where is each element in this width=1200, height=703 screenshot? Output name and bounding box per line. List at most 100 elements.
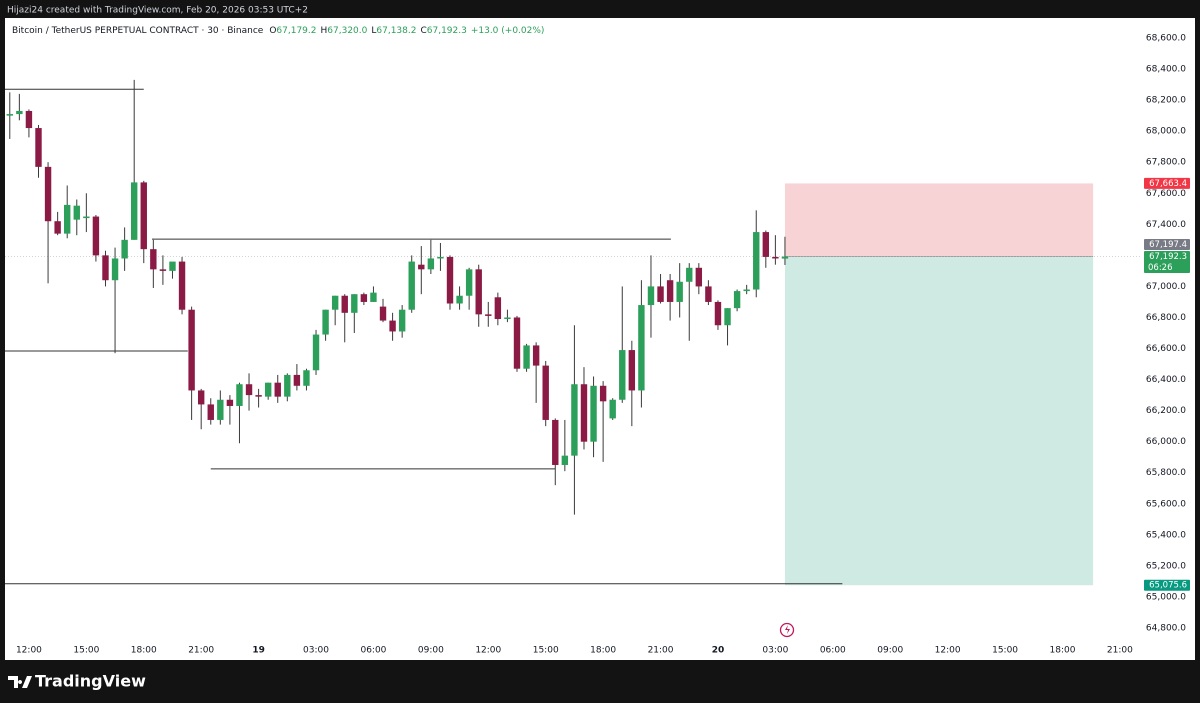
candle-body xyxy=(657,286,664,302)
candle-body xyxy=(341,295,348,313)
x-tick-label: 15:00 xyxy=(73,646,99,656)
candle-body xyxy=(762,232,770,257)
x-tick-label: 21:00 xyxy=(188,646,214,656)
y-tick-label: 66,000.0 xyxy=(1146,437,1186,447)
candle-body xyxy=(714,301,722,326)
x-tick-label: 12:00 xyxy=(935,646,961,656)
x-tick-label: 09:00 xyxy=(877,646,903,656)
candle-body xyxy=(111,258,119,281)
candle-body xyxy=(743,289,750,292)
x-tick-label: 12:00 xyxy=(475,646,501,656)
y-tick-label: 67,000.0 xyxy=(1146,282,1186,292)
candle-body xyxy=(370,292,377,302)
candle-body xyxy=(485,314,492,316)
candle-body xyxy=(647,286,655,306)
x-tick-label: 15:00 xyxy=(992,646,1018,656)
candle-body xyxy=(6,114,13,116)
price-badge xyxy=(1144,251,1190,274)
candle-body xyxy=(207,404,214,420)
price-badge xyxy=(1144,177,1190,189)
candle-body xyxy=(475,269,482,315)
price-badge-label: 67,663.4 xyxy=(1149,179,1187,189)
candle-body xyxy=(552,419,559,465)
x-tick-label: 21:00 xyxy=(1107,646,1133,656)
candle-body xyxy=(733,291,741,309)
x-tick-label: 03:00 xyxy=(762,646,788,656)
y-tick-label: 65,800.0 xyxy=(1146,468,1186,478)
candle-body xyxy=(245,384,253,396)
y-tick-label: 68,600.0 xyxy=(1146,33,1186,43)
countdown: 06:26 xyxy=(1148,263,1173,273)
y-tick-label: 66,200.0 xyxy=(1146,406,1186,416)
footer-brand: TradingView xyxy=(35,672,146,691)
y-tick-label: 66,800.0 xyxy=(1146,313,1186,323)
candle-body xyxy=(695,267,703,287)
candle-body xyxy=(398,309,406,332)
candle-body xyxy=(284,374,291,397)
price-badge-label: 67,197.4 xyxy=(1149,240,1187,250)
candle-body xyxy=(217,399,224,420)
candle-body xyxy=(772,256,779,259)
candle-body xyxy=(638,305,645,391)
y-tick-label: 64,800.0 xyxy=(1146,623,1186,633)
candle-body xyxy=(408,261,415,310)
x-tick-label: 09:00 xyxy=(418,646,444,656)
candle-body xyxy=(686,267,693,282)
price-badge xyxy=(1144,239,1190,251)
candle-body xyxy=(102,255,109,281)
candle-body xyxy=(724,308,731,326)
x-tick-label: 06:00 xyxy=(820,646,846,656)
candle-body xyxy=(331,295,339,310)
candle-body xyxy=(121,239,128,259)
ohlc-key: O xyxy=(269,26,276,36)
ohlc-key: H xyxy=(321,26,328,36)
candle-body xyxy=(35,128,42,167)
y-tick-label: 65,400.0 xyxy=(1146,530,1186,540)
x-tick-label: 03:00 xyxy=(303,646,329,656)
x-tick-label: 06:00 xyxy=(360,646,386,656)
candle-body xyxy=(92,216,100,256)
y-tick-label: 66,600.0 xyxy=(1146,344,1186,354)
candle-body xyxy=(236,384,243,406)
candle-body xyxy=(542,365,549,420)
y-tick-label: 65,200.0 xyxy=(1146,561,1186,571)
candle-body xyxy=(83,216,90,219)
candle-body xyxy=(150,249,157,270)
candle-body xyxy=(523,345,530,369)
candle-body xyxy=(532,345,540,366)
candle-body xyxy=(16,110,23,115)
candle-body xyxy=(25,110,33,129)
candle-body xyxy=(437,256,444,259)
candle-body xyxy=(255,395,262,397)
x-tick-label: 19 xyxy=(252,646,265,656)
candle-body xyxy=(178,261,186,310)
candle-body xyxy=(54,221,61,234)
candle-body xyxy=(753,232,760,290)
candle-body xyxy=(456,295,463,304)
candle-body xyxy=(504,317,511,320)
candle-body xyxy=(571,384,578,456)
y-tick-label: 68,000.0 xyxy=(1146,127,1186,137)
ohlc-key: L xyxy=(371,26,376,36)
y-tick-label: 68,400.0 xyxy=(1146,65,1186,75)
chart-title: Bitcoin / TetherUS PERPETUAL CONTRACT · … xyxy=(12,26,544,36)
price-badge-label: 65,075.6 xyxy=(1149,581,1187,591)
candle-body xyxy=(580,384,588,442)
candle-body xyxy=(360,294,368,302)
candle-body xyxy=(140,182,147,250)
candle-body xyxy=(628,350,636,391)
candle-body xyxy=(599,385,607,402)
y-tick-label: 67,400.0 xyxy=(1146,220,1186,230)
y-tick-label: 65,000.0 xyxy=(1146,592,1186,602)
candle-body xyxy=(427,258,435,270)
price-badge-label: 67,192.3 xyxy=(1149,252,1187,262)
candle-body xyxy=(73,205,80,220)
candle-body xyxy=(274,382,281,397)
change: +13.0 (+0.02%) xyxy=(471,26,545,36)
candle-body xyxy=(303,370,310,386)
x-tick-label: 12:00 xyxy=(16,646,42,656)
candle-body xyxy=(609,399,616,419)
ohlc-value: 67,320.0 xyxy=(327,26,367,36)
x-tick-label: 21:00 xyxy=(648,646,674,656)
x-tick-label: 15:00 xyxy=(533,646,559,656)
